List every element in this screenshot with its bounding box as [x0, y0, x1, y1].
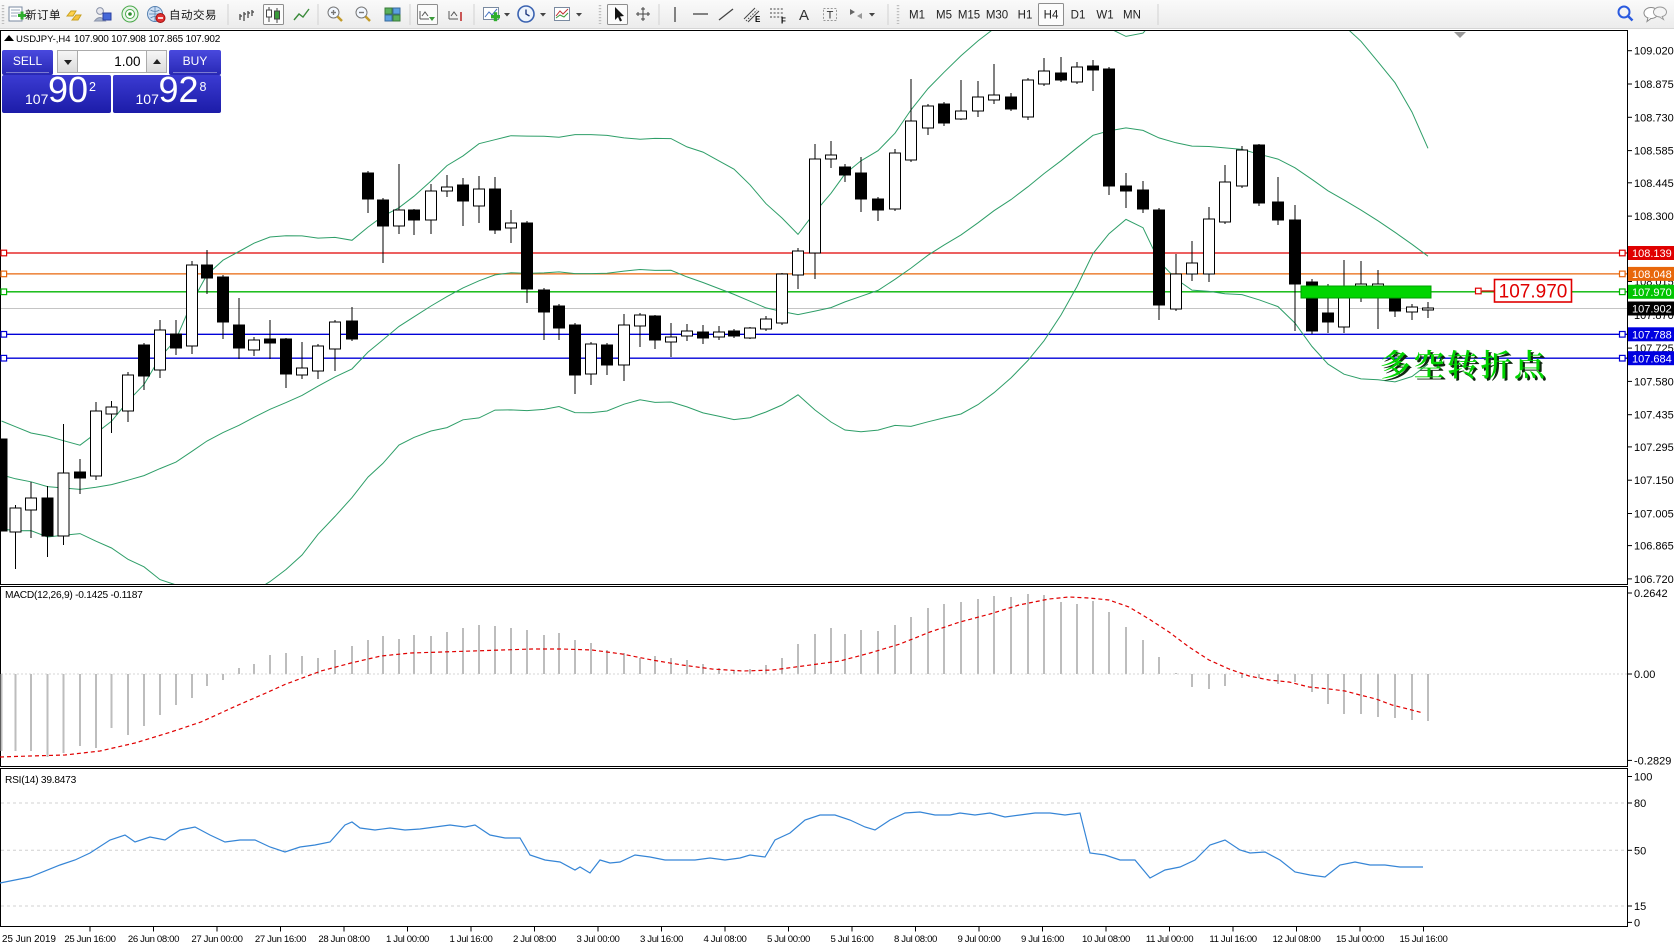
svg-text:80: 80 — [1634, 798, 1646, 810]
svg-text:25 Jun 2019: 25 Jun 2019 — [2, 934, 56, 945]
svg-text:M30: M30 — [986, 10, 1008, 22]
svg-text:108.048: 108.048 — [1632, 269, 1672, 281]
svg-text:-0.2829: -0.2829 — [1634, 755, 1671, 767]
svg-text:W1: W1 — [1096, 10, 1113, 22]
svg-text:11 Jul 16:00: 11 Jul 16:00 — [1209, 934, 1256, 945]
svg-text:107.902: 107.902 — [1632, 304, 1672, 316]
svg-text:8 Jul 08:00: 8 Jul 08:00 — [894, 934, 937, 945]
svg-text:26 Jun 08:00: 26 Jun 08:00 — [128, 934, 179, 945]
svg-text:28 Jun 08:00: 28 Jun 08:00 — [318, 934, 369, 945]
svg-text:15 Jul 16:00: 15 Jul 16:00 — [1399, 934, 1447, 945]
svg-text:11 Jul 00:00: 11 Jul 00:00 — [1146, 934, 1193, 945]
svg-text:10 Jul 08:00: 10 Jul 08:00 — [1082, 934, 1130, 945]
svg-text:H4: H4 — [1044, 10, 1059, 22]
svg-text:15: 15 — [1634, 901, 1646, 913]
svg-text:A: A — [799, 7, 809, 24]
svg-text:5 Jul 00:00: 5 Jul 00:00 — [767, 934, 810, 945]
svg-text:4 Jul 08:00: 4 Jul 08:00 — [703, 934, 746, 945]
svg-text:5 Jul 16:00: 5 Jul 16:00 — [830, 934, 873, 945]
svg-text:M5: M5 — [936, 10, 952, 22]
svg-text:107.900 107.908 107.865 107.90: 107.900 107.908 107.865 107.902 — [74, 34, 221, 45]
svg-text:109.020: 109.020 — [1634, 46, 1674, 58]
svg-text:3 Jul 00:00: 3 Jul 00:00 — [576, 934, 619, 945]
svg-text:107.788: 107.788 — [1632, 330, 1672, 342]
svg-text:107.684: 107.684 — [1632, 353, 1672, 365]
svg-text:E: E — [755, 15, 761, 24]
svg-text:0: 0 — [1634, 917, 1640, 929]
svg-text:106.865: 106.865 — [1634, 541, 1674, 553]
svg-text:107.295: 107.295 — [1634, 442, 1674, 454]
svg-text:100: 100 — [1634, 772, 1652, 784]
svg-text:107.970: 107.970 — [1499, 282, 1568, 303]
svg-text:T: T — [827, 10, 834, 22]
svg-text:12 Jul 08:00: 12 Jul 08:00 — [1272, 934, 1320, 945]
svg-text:MN: MN — [1123, 10, 1141, 22]
svg-text:108.300: 108.300 — [1634, 211, 1674, 223]
svg-text:50: 50 — [1634, 845, 1646, 857]
svg-text:9 Jul 00:00: 9 Jul 00:00 — [957, 934, 1000, 945]
svg-text:3 Jul 16:00: 3 Jul 16:00 — [640, 934, 683, 945]
svg-text:MACD(12,26,9) -0.1425 -0.1187: MACD(12,26,9) -0.1425 -0.1187 — [5, 590, 143, 601]
svg-text:F: F — [781, 17, 786, 26]
svg-text:107.970: 107.970 — [1632, 287, 1672, 299]
svg-text:1 Jul 16:00: 1 Jul 16:00 — [449, 934, 492, 945]
svg-text:1 Jul 00:00: 1 Jul 00:00 — [386, 934, 429, 945]
svg-text:0.00: 0.00 — [1634, 669, 1655, 681]
svg-text:25 Jun 16:00: 25 Jun 16:00 — [64, 934, 115, 945]
svg-text:2 Jul 08:00: 2 Jul 08:00 — [513, 934, 556, 945]
svg-text:27 Jun 16:00: 27 Jun 16:00 — [255, 934, 306, 945]
svg-text:107.005: 107.005 — [1634, 509, 1674, 521]
svg-text:15 Jul 00:00: 15 Jul 00:00 — [1336, 934, 1384, 945]
svg-text:108.139: 108.139 — [1632, 248, 1672, 260]
svg-text:108.585: 108.585 — [1634, 146, 1674, 158]
svg-text:D1: D1 — [1071, 10, 1086, 22]
svg-text:107.580: 107.580 — [1634, 376, 1674, 388]
svg-text:107.150: 107.150 — [1634, 475, 1674, 487]
svg-text:0.2642: 0.2642 — [1634, 588, 1668, 600]
svg-text:USDJPY-,H4: USDJPY-,H4 — [16, 34, 71, 45]
svg-text:108.875: 108.875 — [1634, 79, 1674, 91]
svg-text:RSI(14) 39.8473: RSI(14) 39.8473 — [5, 775, 77, 786]
svg-text:H1: H1 — [1018, 10, 1033, 22]
svg-text:108.730: 108.730 — [1634, 112, 1674, 124]
svg-text:M1: M1 — [909, 10, 925, 22]
svg-text:9 Jul 16:00: 9 Jul 16:00 — [1021, 934, 1064, 945]
svg-text:108.445: 108.445 — [1634, 178, 1674, 190]
svg-text:M15: M15 — [958, 10, 980, 22]
svg-text:106.720: 106.720 — [1634, 574, 1674, 586]
svg-text:107.435: 107.435 — [1634, 410, 1674, 422]
svg-text:27 Jun 00:00: 27 Jun 00:00 — [191, 934, 242, 945]
